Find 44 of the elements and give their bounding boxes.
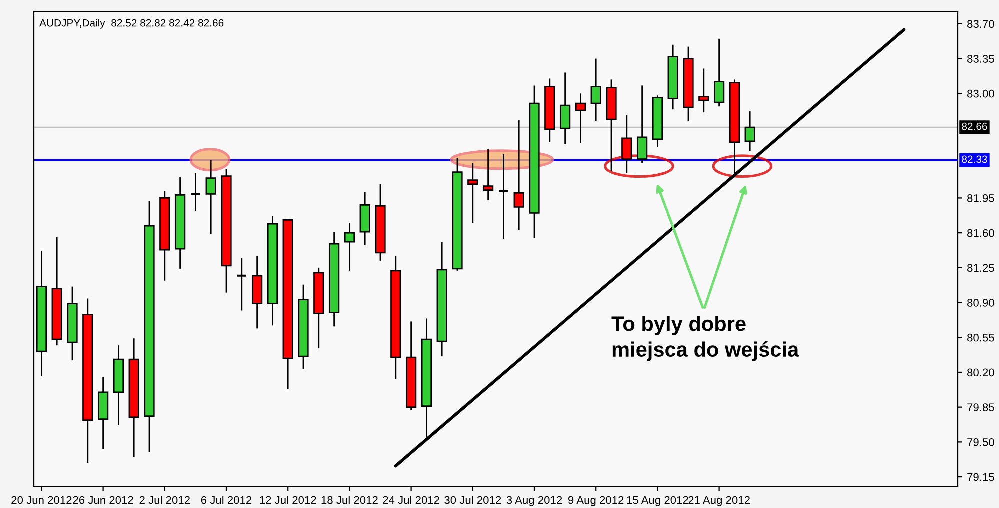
y-tick-label: 79.85 — [968, 404, 994, 412]
candlestick — [236, 257, 248, 312]
x-tick-label: 20 Jun 2012 — [12, 496, 72, 504]
y-tick-label: 81.95 — [968, 194, 994, 202]
y-tick-label: 79.50 — [968, 438, 994, 446]
candlestick — [698, 68, 710, 114]
annotation: To byly dobre miejsca do wejścia — [612, 316, 800, 362]
candlestick — [560, 72, 571, 146]
candlestick — [622, 114, 632, 174]
candlestick — [206, 160, 216, 235]
x-tick-label: 15 Aug 2012 — [627, 496, 688, 506]
y-tick-label: 79.15 — [968, 473, 994, 482]
candlestick — [190, 172, 202, 212]
ref-line-label: 82.66 — [962, 122, 988, 130]
candlestick — [344, 222, 356, 272]
candlestick — [514, 120, 524, 231]
x-tick-label: 9 Aug 2012 — [568, 496, 624, 506]
x-tick-label: 30 Jul 2012 — [444, 496, 502, 504]
y-tick-label: 83.70 — [968, 20, 994, 28]
y-tick-label: 80.55 — [968, 334, 994, 342]
x-tick-label: 12 Jul 2012 — [260, 496, 316, 504]
y-tick-label: 80.90 — [968, 299, 994, 307]
x-tick-label: 21 Aug 2012 — [688, 496, 750, 506]
x-tick-label: 6 Jul 2012 — [201, 496, 252, 504]
x-tick-label: 18 Jul 2012 — [322, 496, 378, 504]
y-tick-label: 83.35 — [968, 55, 994, 63]
y-tick-label: 81.25 — [968, 264, 994, 272]
candlestick — [575, 92, 586, 144]
x-tick-label: 2 Jul 2012 — [140, 496, 190, 504]
x-tick-label: 3 Aug 2012 — [506, 496, 562, 506]
candlestick — [482, 148, 494, 201]
x-tick-label: 26 Jun 2012 — [73, 496, 134, 504]
ref-line-label: 82.33 — [962, 156, 988, 164]
x-tick-label: 24 Jul 2012 — [383, 496, 440, 504]
text: AUDJPY,Daily 82.52 82.82 82.42 82.66 — [40, 19, 224, 29]
candlestick — [744, 110, 756, 152]
y-tick-label: 80.20 — [968, 368, 994, 377]
candlestick — [498, 154, 510, 240]
candlestick — [468, 162, 478, 224]
candlestick — [714, 38, 725, 108]
candlestick — [636, 84, 648, 164]
candlestick — [590, 58, 602, 122]
y-tick-label: 83.00 — [968, 90, 994, 98]
y-tick-label: 81.60 — [968, 229, 994, 238]
